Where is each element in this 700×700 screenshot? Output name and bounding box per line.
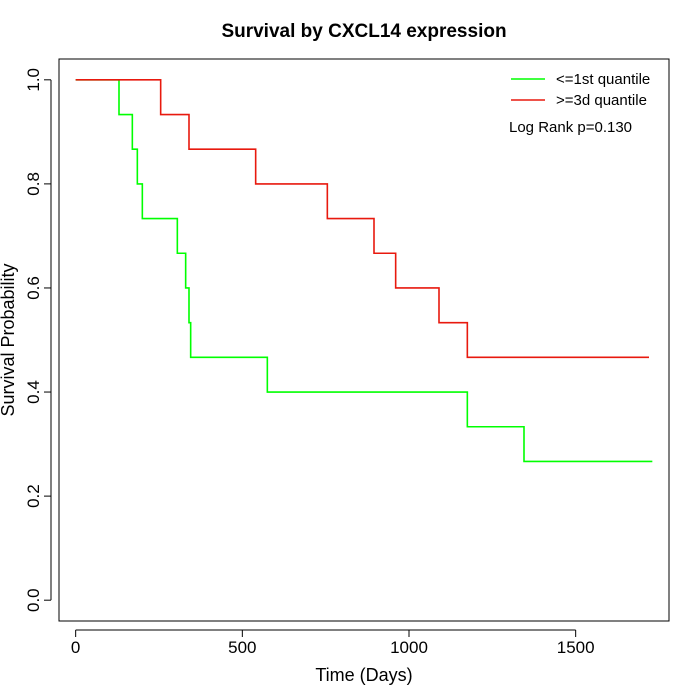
x-tick-label: 0 — [71, 638, 80, 657]
plot-frame — [58, 58, 670, 622]
log-rank-annotation: Log Rank p=0.130 — [509, 119, 632, 136]
series-line-2 — [75, 79, 649, 359]
y-tick-label: 1.0 — [24, 68, 43, 92]
y-tick-label: 0.0 — [24, 588, 43, 612]
y-tick-label: 0.6 — [24, 276, 43, 300]
y-tick-label: 0.2 — [24, 484, 43, 508]
series-line-1 — [75, 79, 653, 463]
y-axis: 0.0 0.2 0.4 0.6 0.8 1.0 — [24, 68, 52, 612]
legend-label-1: <=1st quantile — [556, 71, 650, 88]
y-axis-label: Survival Probability — [0, 263, 18, 416]
series-layer — [75, 79, 653, 463]
x-tick-label: 1500 — [557, 638, 595, 657]
legend-label-2: >=3d quantile — [556, 92, 647, 109]
x-tick-label: 500 — [228, 638, 256, 657]
x-axis-label: Time (Days) — [315, 665, 412, 685]
legend: <=1st quantile >=3d quantile — [511, 71, 650, 109]
x-axis: 0 500 1000 1500 — [71, 629, 595, 657]
y-tick-label: 0.4 — [24, 380, 43, 404]
chart-title: Survival by CXCL14 expression — [221, 21, 506, 42]
x-tick-label: 1000 — [390, 638, 428, 657]
y-tick-label: 0.8 — [24, 172, 43, 196]
